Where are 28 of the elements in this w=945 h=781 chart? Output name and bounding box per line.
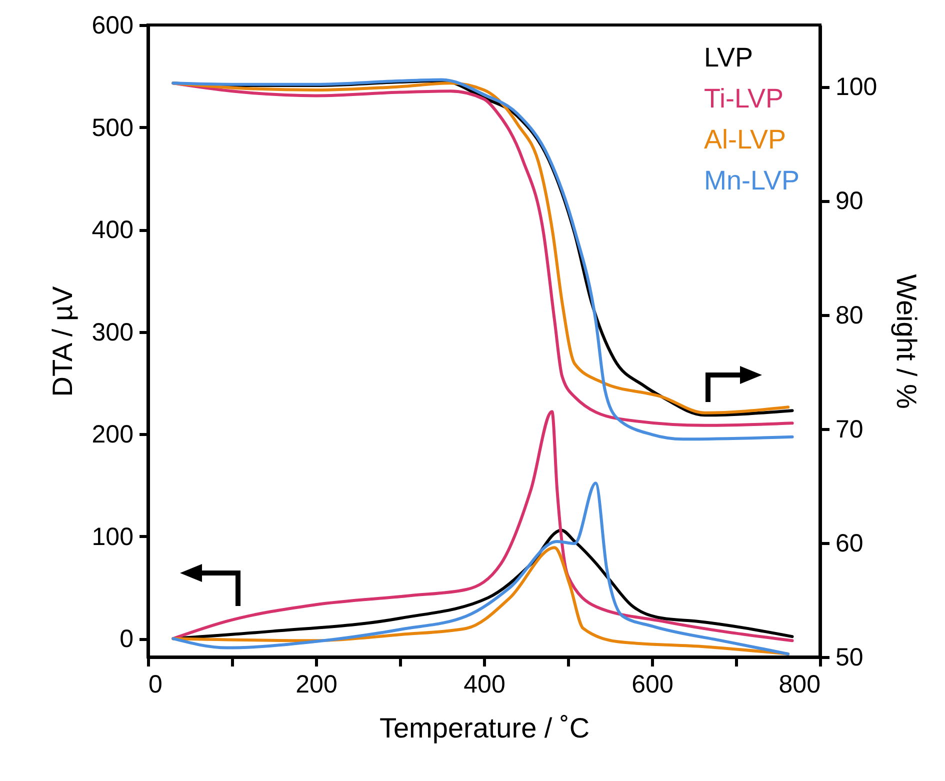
y-tick-label: 300 bbox=[92, 318, 134, 346]
y2-tick-label: 80 bbox=[836, 301, 864, 330]
text: Al-LVP bbox=[704, 124, 786, 154]
x-tick-label: 600 bbox=[632, 670, 674, 698]
x-tick-label: 400 bbox=[464, 670, 506, 698]
y2-axis-title: Weight / % bbox=[891, 274, 922, 409]
x-axis-title: Temperature / ˚C bbox=[379, 712, 590, 744]
line-series bbox=[172, 546, 790, 656]
text: Mn-LVP bbox=[704, 166, 800, 196]
y-tick-label: 500 bbox=[92, 114, 134, 142]
y2-tick-label: 50 bbox=[836, 644, 864, 672]
x-tick-label: 800 bbox=[778, 670, 820, 698]
y-axis-title: DTA / µV bbox=[46, 286, 78, 397]
x-tick-label: 200 bbox=[296, 670, 338, 698]
y2-tick-label: 100 bbox=[836, 73, 878, 102]
y2-tick-label: 70 bbox=[836, 415, 864, 444]
y-tick-label: 200 bbox=[92, 420, 134, 449]
y-tick-label: 400 bbox=[92, 216, 134, 244]
line-series bbox=[172, 482, 790, 656]
text: Ti-LVP bbox=[704, 84, 784, 114]
x-tick-label: 0 bbox=[148, 670, 162, 698]
y-tick-label: 100 bbox=[92, 522, 134, 551]
text: LVP bbox=[704, 42, 754, 72]
y-tick-label: 0 bbox=[120, 625, 134, 654]
y2-tick-label: 90 bbox=[836, 187, 864, 216]
line-series bbox=[172, 410, 794, 642]
y2-tick-label: 60 bbox=[836, 529, 864, 558]
y-tick-label: 600 bbox=[92, 12, 134, 40]
